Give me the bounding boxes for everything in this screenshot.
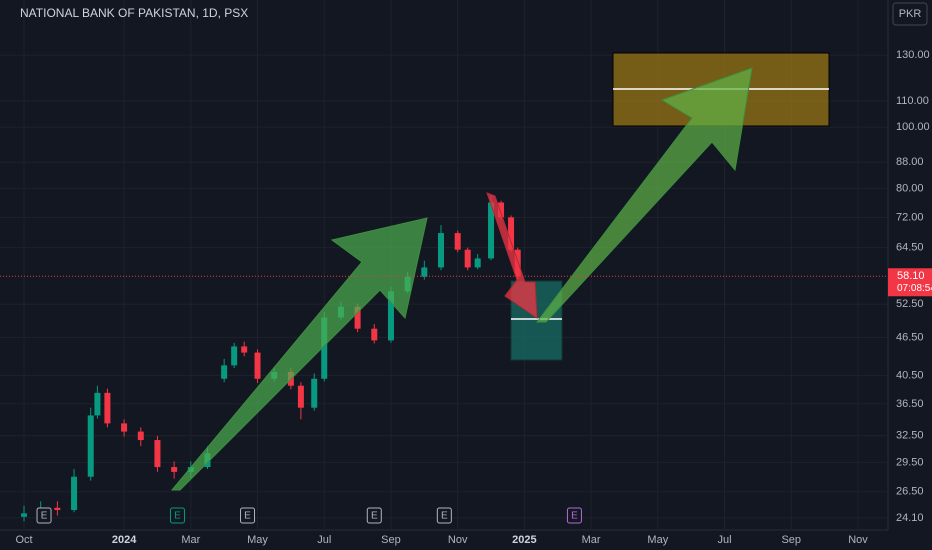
x-tick-label: May (647, 534, 668, 546)
y-tick-label: 80.00 (896, 182, 924, 194)
earnings-label: E (441, 511, 448, 522)
candle-body (508, 217, 515, 250)
x-tick-label: Sep (781, 534, 801, 546)
candle-body (498, 202, 505, 218)
y-tick-label: 46.50 (896, 331, 924, 343)
y-tick-label: 64.50 (896, 241, 924, 253)
x-tick-label: Mar (582, 534, 601, 546)
candle-body (371, 328, 378, 341)
y-tick-label: 26.50 (896, 486, 924, 498)
earnings-label: E (41, 511, 48, 522)
earnings-marker (36, 507, 52, 524)
candle-body (254, 352, 261, 379)
earnings-marker (169, 507, 185, 524)
earnings-label: E (571, 511, 578, 522)
candle-body (421, 267, 428, 277)
candle-body (154, 440, 161, 468)
y-tick-label: 52.50 (896, 298, 924, 310)
candle-body (354, 306, 361, 329)
earnings-label: E (371, 511, 378, 522)
y-tick-label: 40.50 (896, 369, 924, 381)
candle-body (297, 385, 304, 408)
candle-body (454, 233, 461, 250)
earnings-label: E (244, 511, 251, 522)
candle-body (21, 513, 28, 517)
currency[interactable]: PKR (899, 8, 922, 20)
candle-body (221, 365, 228, 379)
candle-body (137, 431, 144, 441)
candle-body (54, 507, 61, 511)
y-tick-label: 24.10 (896, 512, 924, 524)
candle-body (94, 392, 101, 416)
candle-body (437, 233, 444, 268)
last-price-box (888, 268, 932, 297)
y-tick-label: 72.00 (896, 211, 924, 223)
x-tick-label: May (247, 534, 268, 546)
y-tick-label: 110.00 (896, 95, 929, 107)
x-tick-label: Nov (848, 534, 868, 546)
x-tick-label: Nov (448, 534, 468, 546)
currency-button[interactable] (892, 2, 928, 26)
x-tick-label: Sep (381, 534, 401, 546)
candle-body (171, 467, 178, 472)
arrow-down (486, 192, 538, 319)
earnings-marker (436, 507, 452, 524)
earnings-label: E (174, 511, 181, 522)
x-tick-label: 2024 (112, 534, 137, 546)
earnings-marker (240, 507, 256, 524)
candle-body (241, 346, 248, 353)
candle-body (87, 415, 94, 477)
y-tick-label: 88.00 (896, 156, 924, 168)
x-tick-label: 2025 (512, 534, 536, 546)
y-tick-label: 130.00 (896, 49, 930, 61)
candle-body (321, 317, 328, 379)
candle-body (474, 258, 481, 268)
y-tick-label: 100.00 (896, 121, 930, 133)
candle-body (464, 249, 471, 268)
plot-area (0, 0, 888, 530)
earnings-marker (366, 507, 382, 524)
candle-body (104, 392, 111, 424)
y-tick-label: 29.50 (896, 456, 924, 468)
candle-body (71, 476, 78, 511)
chart-title: NATIONAL BANK OF PAKISTAN, 1D, PSX (20, 6, 248, 20)
last-price-label: 58.10 (897, 270, 925, 282)
x-tick-label: Mar (181, 534, 200, 546)
arrow-up-1 (170, 217, 428, 491)
candle-body (311, 378, 318, 408)
y-tick-label: 32.50 (896, 430, 924, 442)
y-tick-label: 36.50 (896, 398, 924, 410)
candle-body (387, 291, 394, 341)
candle-body (488, 202, 495, 259)
countdown: 07:08:54 (897, 283, 932, 294)
candle-body (231, 346, 238, 366)
x-tick-label: Jul (317, 534, 331, 546)
candle-body (121, 423, 128, 432)
x-tick-label: Jul (718, 534, 732, 546)
x-tick-label: Oct (15, 534, 32, 546)
arrow-up-2 (535, 67, 753, 323)
earnings-marker (566, 507, 582, 524)
